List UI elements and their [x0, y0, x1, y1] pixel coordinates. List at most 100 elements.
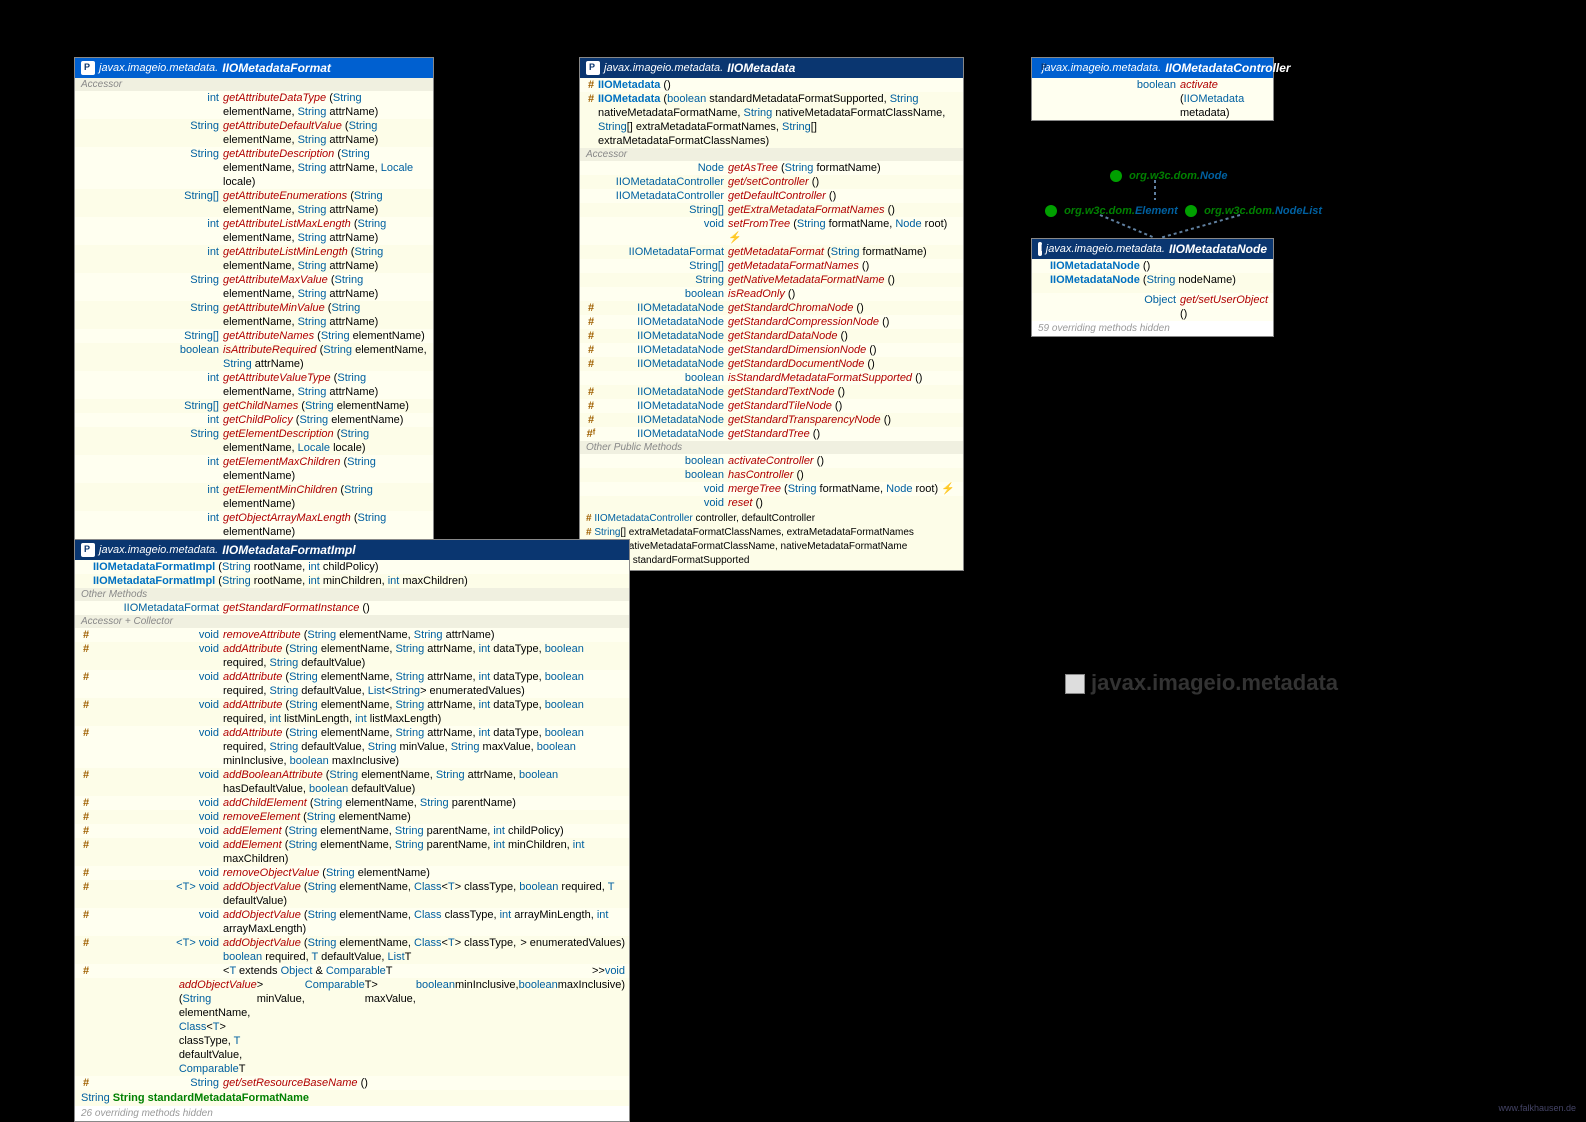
section-label: Accessor — [75, 78, 433, 91]
method-row: #IIOMetadataNodegetStandardChromaNode () — [580, 301, 963, 315]
method-row: NodegetAsTree (String formatName) — [580, 161, 963, 175]
method-row: StringgetAttributeMinValue (String eleme… — [75, 301, 433, 329]
package-title-text: javax.imageio.metadata — [1091, 670, 1338, 695]
class-name: IIOMetadataController — [1165, 61, 1290, 75]
pkg-label: javax.imageio.metadata. — [1042, 62, 1161, 74]
header-iiometadataformat: javax.imageio.metadata.IIOMetadataFormat — [75, 58, 433, 78]
method-row: #voidremoveElement (String elementName) — [75, 810, 629, 824]
class-name: IIOMetadata — [727, 61, 795, 75]
method-row: booleanisAttributeRequired (String eleme… — [75, 343, 433, 371]
method-row: IIOMetadataFormatgetMetadataFormat (Stri… — [580, 245, 963, 259]
method-row: #voidaddChildElement (String elementName… — [75, 796, 629, 810]
field-row: # String nativeMetadataFormatClassName, … — [586, 540, 957, 554]
header-controller: javax.imageio.metadata.IIOMetadataContro… — [1032, 58, 1273, 78]
hidden-methods-note: 59 overriding methods hidden — [1032, 321, 1273, 336]
package-title: javax.imageio.metadata — [1065, 670, 1338, 696]
section-label: Other Public Methods — [580, 441, 963, 454]
iface-name: NodeList — [1275, 205, 1322, 217]
header-iiometadata: javax.imageio.metadata.IIOMetadata — [580, 58, 963, 78]
method-row: addObjectValue (String elementName, Clas… — [75, 978, 629, 1076]
method-row: #voidaddAttribute (String elementName, S… — [75, 726, 629, 768]
method-row: #voidaddAttribute (String elementName, S… — [75, 642, 629, 670]
section-label: Accessor — [580, 148, 963, 161]
method-row: #voidaddAttribute (String elementName, S… — [75, 670, 629, 698]
constructor-row: IIOMetadataNode () — [1032, 259, 1273, 273]
method-row: #ᶠIIOMetadataNodegetStandardTree () — [580, 427, 963, 441]
method-row: StringgetElementDescription (String elem… — [75, 427, 433, 455]
class-icon — [1038, 242, 1042, 256]
method-row: String[]getAttributeNames (String elemen… — [75, 329, 433, 343]
iface-nodelist[interactable]: org.w3c.dom.NodeList — [1185, 205, 1322, 217]
class-name: IIOMetadataNode — [1169, 242, 1267, 256]
method-row: #voidaddAttribute (String elementName, S… — [75, 698, 629, 726]
method-row: intgetAttributeValueType (String element… — [75, 371, 433, 399]
constructor-row: #IIOMetadata (boolean standardMetadataFo… — [580, 92, 963, 148]
iface-name: Element — [1135, 205, 1178, 217]
section-label: Other Methods — [75, 588, 629, 601]
method-row: booleanhasController () — [580, 468, 963, 482]
panel-iiometadatacontroller: javax.imageio.metadata.IIOMetadataContro… — [1031, 57, 1274, 121]
method-row: #voidremoveAttribute (String elementName… — [75, 628, 629, 642]
field-row: # String[] extraMetadataFormatClassNames… — [586, 526, 957, 540]
iface-pkg: org.w3c.dom. — [1064, 205, 1135, 217]
method-row: Objectget/setUserObject () — [1032, 293, 1273, 321]
hidden-methods-note: 26 overriding methods hidden — [75, 1106, 629, 1121]
method-row: StringgetAttributeDescription (String el… — [75, 147, 433, 189]
iface-pkg: org.w3c.dom. — [1129, 170, 1200, 182]
class-icon — [81, 61, 95, 75]
pkg-label: javax.imageio.metadata. — [99, 544, 218, 556]
method-row: voidsetFromTree (String formatName, Node… — [580, 217, 963, 245]
iface-pkg: org.w3c.dom. — [1204, 205, 1275, 217]
method-row: booleanactivate (IIOMetadata metadata) — [1032, 78, 1273, 120]
method-row: # <T extends Object & ComparableT>> void — [75, 964, 629, 978]
iface-element[interactable]: org.w3c.dom.Element — [1045, 205, 1178, 217]
method-row: #IIOMetadataNodegetStandardTextNode () — [580, 385, 963, 399]
fields-block: # IIOMetadataController controller, defa… — [580, 510, 963, 570]
method-row: StringgetAttributeDefaultValue (String e… — [75, 119, 433, 147]
method-row: String[]getExtraMetadataFormatNames () — [580, 203, 963, 217]
method-row: #IIOMetadataNodegetStandardTransparencyN… — [580, 413, 963, 427]
constructor-row: IIOMetadataFormatImpl (String rootName, … — [75, 574, 629, 588]
method-row: String[]getMetadataFormatNames () — [580, 259, 963, 273]
method-row: IIOMetadataFormatgetStandardFormatInstan… — [75, 601, 629, 615]
method-row: StringgetAttributeMaxValue (String eleme… — [75, 273, 433, 301]
constructor-row: #IIOMetadata () — [580, 78, 963, 92]
method-row: intgetObjectArrayMaxLength (String eleme… — [75, 511, 433, 539]
class-name: IIOMetadataFormatImpl — [222, 543, 355, 557]
method-row: #IIOMetadataNodegetStandardCompressionNo… — [580, 315, 963, 329]
method-row: intgetChildPolicy (String elementName) — [75, 413, 433, 427]
iface-name: Node — [1200, 170, 1228, 182]
method-row: voidmergeTree (String formatName, Node r… — [580, 482, 963, 496]
method-row: #<T> voidaddObjectValue (String elementN… — [75, 880, 629, 908]
footer-link[interactable]: www.falkhausen.de — [1498, 1103, 1576, 1113]
method-row: IIOMetadataControllergetDefaultControlle… — [580, 189, 963, 203]
constructor-row: IIOMetadataFormatImpl (String rootName, … — [75, 560, 629, 574]
pkg-label: javax.imageio.metadata. — [1046, 243, 1165, 255]
header-node: javax.imageio.metadata. IIOMetadataNode — [1032, 239, 1273, 259]
field-row: # boolean standardFormatSupported — [586, 554, 957, 568]
method-row: booleanisReadOnly () — [580, 287, 963, 301]
class-name: IIOMetadataFormat — [222, 61, 331, 75]
panel-iiometadataformatimpl: javax.imageio.metadata. IIOMetadataFormat… — [74, 539, 630, 1122]
method-row: voidreset () — [580, 496, 963, 510]
method-row: IIOMetadataControllerget/setController (… — [580, 175, 963, 189]
method-row: #Stringget/setResourceBaseName () — [75, 1076, 629, 1090]
method-row: intgetAttributeListMinLength (String ele… — [75, 245, 433, 273]
iface-node[interactable]: org.w3c.dom.Node — [1110, 170, 1227, 182]
method-row: booleanactivateController () — [580, 454, 963, 468]
constructor-row: IIOMetadataNode (String nodeName) — [1032, 273, 1273, 287]
method-row: String[]getAttributeEnumerations (String… — [75, 189, 433, 217]
class-icon — [81, 543, 95, 557]
method-row: #IIOMetadataNodegetStandardTileNode () — [580, 399, 963, 413]
static-field: String String standardMetadataFormatName — [75, 1090, 629, 1106]
method-row: #IIOMetadataNodegetStandardDataNode () — [580, 329, 963, 343]
method-row: String[]getChildNames (String elementNam… — [75, 399, 433, 413]
method-row: #IIOMetadataNodegetStandardDocumentNode … — [580, 357, 963, 371]
method-row: StringgetNativeMetadataFormatName () — [580, 273, 963, 287]
method-row: #voidaddElement (String elementName, Str… — [75, 824, 629, 838]
section-label: Accessor + Collector — [75, 615, 629, 628]
panel-iiometadatanode: javax.imageio.metadata. IIOMetadataNode I… — [1031, 238, 1274, 337]
header-formatimpl: javax.imageio.metadata. IIOMetadataFormat… — [75, 540, 629, 560]
method-row: intgetElementMinChildren (String element… — [75, 483, 433, 511]
method-row: #<T> voidaddObjectValue (String elementN… — [75, 936, 629, 964]
